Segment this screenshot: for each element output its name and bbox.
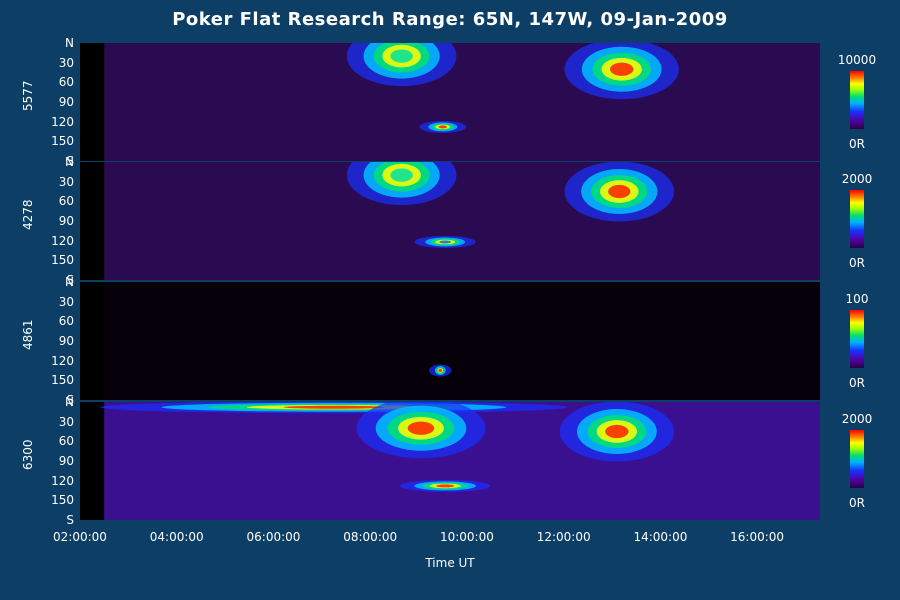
aurora-feature-3-layer-4 — [605, 424, 629, 439]
keogram-plot — [104, 282, 820, 400]
y-tick-label: 90 — [58, 454, 74, 468]
chart-title: Poker Flat Research Range: 65N, 147W, 09… — [172, 9, 728, 30]
wavelength-label: 6300 — [21, 439, 35, 470]
aurora-feature-2-layer-4 — [608, 184, 631, 199]
keogram-plot — [100, 402, 820, 520]
colorbar-max-label: 2000 — [841, 172, 873, 186]
keogram-plot — [104, 43, 820, 161]
aurora-feature-2-layer-4 — [436, 484, 455, 488]
y-tick-label: S — [66, 393, 74, 407]
colorbar-min-label: 0R — [849, 496, 865, 510]
wavelength-label: 5577 — [21, 80, 35, 111]
y-tick-label: 150 — [51, 253, 74, 268]
y-tick-label: 60 — [58, 194, 74, 209]
y-tick-label: 120 — [51, 114, 74, 129]
aurora-feature-0-layer-4 — [390, 168, 413, 182]
y-tick-label: 120 — [51, 233, 74, 248]
aurora-feature-1-layer-4 — [407, 421, 435, 435]
y-tick-label: 60 — [58, 434, 74, 449]
aurora-feature-0-layer-4 — [438, 369, 443, 372]
colorbar — [850, 430, 864, 488]
x-axis-label: Time UT — [425, 556, 475, 570]
x-tick-label: 08:00:00 — [343, 530, 398, 544]
wavelength-label: 4861 — [21, 319, 35, 350]
y-tick-label: N — [65, 275, 74, 289]
colorbar — [850, 71, 864, 129]
y-tick-label: N — [65, 395, 74, 409]
aurora-feature-2-layer-4 — [609, 62, 634, 76]
keogram-plot — [104, 162, 820, 280]
wavelength-label: 4278 — [21, 199, 35, 230]
keogram-background — [104, 43, 820, 161]
y-tick-label: 60 — [58, 314, 74, 329]
colorbar-min-label: 0R — [849, 256, 865, 270]
aurora-feature-0-layer-4 — [283, 405, 385, 409]
colorbar-max-label: 2000 — [841, 412, 873, 426]
x-tick-label: 04:00:00 — [149, 530, 204, 544]
y-tick-label: 150 — [51, 373, 74, 388]
y-tick-label: 30 — [58, 414, 74, 429]
x-tick-label: 02:00:00 — [53, 530, 107, 544]
colorbar-max-label: 100 — [845, 292, 869, 306]
x-tick-label: 10:00:00 — [439, 530, 494, 544]
y-tick-label: 30 — [58, 174, 74, 189]
colorbar-min-label: 0R — [849, 137, 865, 151]
aurora-feature-1-layer-4 — [439, 240, 452, 244]
y-tick-label: 90 — [58, 95, 74, 109]
colorbar — [850, 310, 864, 368]
keogram-background — [104, 282, 820, 400]
keogram-background — [104, 162, 820, 280]
keogram-panel-4861 — [80, 282, 820, 400]
y-tick-label: 30 — [58, 294, 74, 309]
keogram-panel-6300 — [80, 402, 820, 520]
colorbar — [850, 190, 864, 248]
y-tick-label: 90 — [58, 214, 74, 228]
keogram-panel-5577 — [80, 43, 820, 161]
colorbar-max-label: 10000 — [837, 53, 877, 67]
y-tick-label: N — [65, 36, 74, 50]
x-tick-label: 06:00:00 — [246, 530, 301, 544]
y-tick-label: 90 — [58, 334, 74, 348]
aurora-feature-1-layer-4 — [438, 125, 448, 129]
y-tick-label: 60 — [58, 75, 74, 90]
x-tick-label: 16:00:00 — [730, 530, 785, 544]
keogram-panel-4278 — [80, 162, 820, 280]
y-tick-label: 120 — [51, 353, 74, 368]
x-tick-label: 12:00:00 — [536, 530, 591, 544]
y-tick-label: 150 — [51, 134, 74, 149]
y-tick-label: 150 — [51, 493, 74, 508]
y-tick-label: 120 — [51, 473, 74, 488]
y-tick-label: S — [66, 513, 74, 527]
aurora-feature-0-layer-4 — [390, 49, 413, 63]
y-tick-label: 30 — [58, 55, 74, 70]
y-tick-label: S — [66, 154, 74, 168]
x-tick-label: 14:00:00 — [633, 530, 688, 544]
y-tick-label: N — [65, 155, 74, 169]
y-tick-label: S — [66, 273, 74, 287]
colorbar-min-label: 0R — [849, 376, 865, 390]
